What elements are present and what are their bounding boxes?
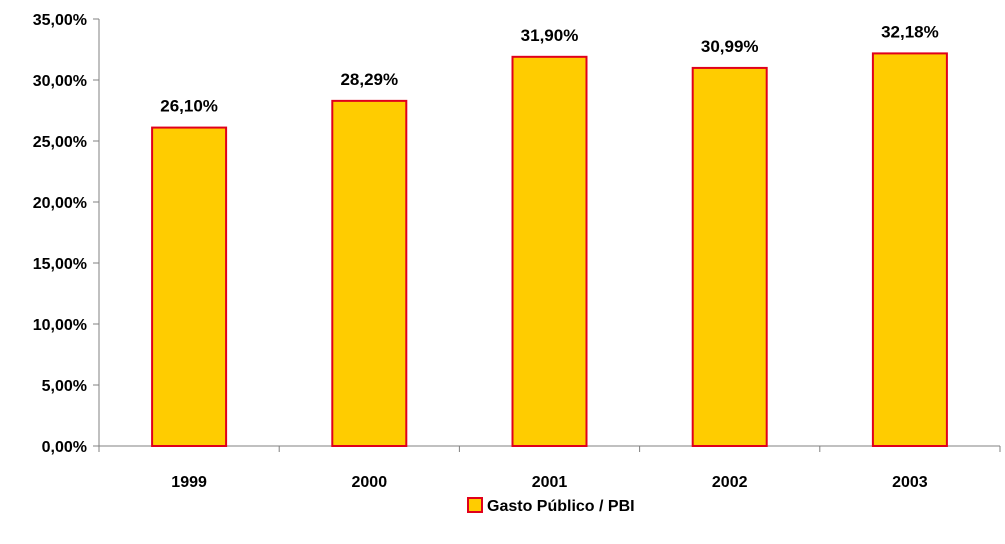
data-label-1999: 26,10% [160, 97, 218, 116]
bars [151, 52, 948, 448]
data-label-2000: 28,29% [340, 70, 398, 89]
data-label-2001: 31,90% [521, 26, 579, 45]
legend-label: Gasto Público / PBI [487, 498, 635, 515]
y-tick-label: 30,00% [33, 73, 87, 90]
y-tick-label: 20,00% [33, 195, 87, 212]
x-axis: 1999 2000 2001 2002 2003 [98, 445, 1001, 491]
legend-swatch [467, 497, 483, 513]
y-tick-label: 5,00% [42, 378, 87, 395]
bar-2003 [871, 52, 948, 448]
data-label-2003: 32,18% [881, 22, 939, 41]
data-label-2002: 30,99% [701, 37, 759, 56]
y-tick-label: 0,00% [42, 439, 87, 456]
y-tick-label: 25,00% [33, 134, 87, 151]
legend: Gasto Público / PBI [467, 497, 635, 515]
x-tick-label-1999: 1999 [171, 474, 207, 491]
y-axis: 0,00% 5,00% 10,00% 15,00% 20,00% 25,00% 30,00%… [33, 12, 100, 456]
bar-2000 [331, 99, 408, 447]
bar-1999 [151, 126, 228, 448]
y-tick-label: 35,00% [33, 12, 87, 29]
x-tick-label-2001: 2001 [532, 474, 568, 491]
x-tick-label-2003: 2003 [892, 474, 928, 491]
y-tick-label: 15,00% [33, 256, 87, 273]
bar-2001 [511, 55, 588, 447]
bar-2002 [691, 66, 768, 447]
x-tick-label-2000: 2000 [352, 474, 388, 491]
y-tick-label: 10,00% [33, 317, 87, 334]
x-tick-label-2002: 2002 [712, 474, 748, 491]
data-labels: 26,10% 28,29% 31,90% 30,99% 32,18% [160, 22, 938, 115]
